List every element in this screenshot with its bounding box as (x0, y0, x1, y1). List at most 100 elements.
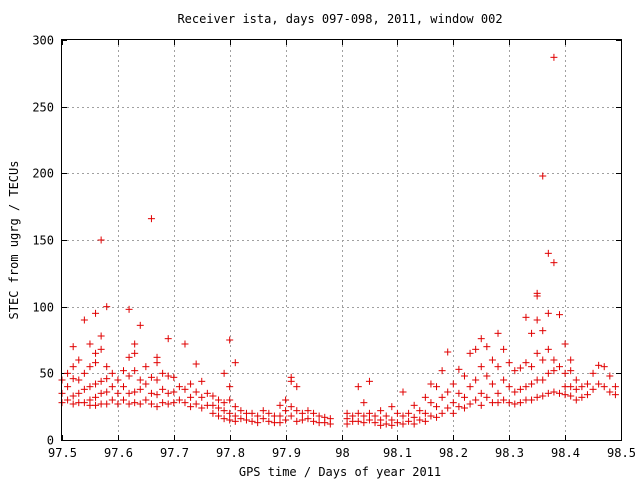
x-tick-label: 97.9 (272, 446, 301, 460)
data-point (103, 400, 111, 408)
data-point (539, 356, 547, 364)
data-point (500, 345, 508, 353)
data-point (511, 367, 519, 375)
data-point (533, 349, 541, 357)
data-point (226, 383, 234, 391)
data-point (405, 417, 413, 425)
data-point (472, 345, 480, 353)
data-point (159, 369, 167, 377)
x-axis-ticks: 97.5 97.6 97.7 97.8 97.9 98 98.1 98.2 98.3 98.4 98… (48, 40, 636, 460)
data-point (466, 383, 474, 391)
data-point (483, 393, 491, 401)
data-point (583, 391, 591, 399)
data-point (170, 388, 178, 396)
data-point (533, 292, 541, 300)
data-point (237, 415, 245, 423)
data-point (572, 396, 580, 404)
data-point (97, 377, 105, 385)
data-point (488, 356, 496, 364)
data-point (500, 396, 508, 404)
data-point (242, 416, 250, 424)
data-point (365, 377, 373, 385)
data-point (561, 391, 569, 399)
data-point (259, 415, 267, 423)
data-point (315, 412, 323, 420)
data-point (455, 365, 463, 373)
y-tick-label: 150 (32, 234, 54, 248)
data-point (125, 400, 133, 408)
data-point (164, 400, 172, 408)
data-point (282, 416, 290, 424)
data-point (276, 412, 284, 420)
data-point (371, 412, 379, 420)
data-point (371, 419, 379, 427)
data-point (433, 383, 441, 391)
data-point (399, 412, 407, 420)
data-point (181, 399, 189, 407)
data-point (64, 383, 72, 391)
data-point (92, 349, 100, 357)
data-point (92, 359, 100, 367)
data-point (360, 412, 368, 420)
data-point (544, 389, 552, 397)
data-point (550, 356, 558, 364)
data-point (477, 401, 485, 409)
x-tick-label: 98 (335, 446, 349, 460)
data-point (237, 407, 245, 415)
data-point (103, 375, 111, 383)
data-point (248, 409, 256, 417)
data-point (203, 389, 211, 397)
data-point (539, 172, 547, 180)
data-point (192, 400, 200, 408)
data-point (254, 412, 262, 420)
data-point (147, 389, 155, 397)
data-point (427, 412, 435, 420)
data-point (114, 400, 122, 408)
data-point (494, 389, 502, 397)
data-point (265, 417, 273, 425)
data-point (516, 399, 524, 407)
data-point (86, 363, 94, 371)
y-axis-label: STEC from ugrg / TECUs (7, 161, 21, 320)
data-point (215, 396, 223, 404)
data-point (477, 363, 485, 371)
data-point (572, 376, 580, 384)
data-point (388, 403, 396, 411)
data-point (220, 415, 228, 423)
data-point (550, 53, 558, 61)
data-point (578, 383, 586, 391)
data-point (119, 383, 127, 391)
data-point (539, 327, 547, 335)
data-point (69, 363, 77, 371)
data-point (181, 340, 189, 348)
data-point (399, 420, 407, 428)
data-point (215, 404, 223, 412)
data-point (114, 376, 122, 384)
data-point (528, 380, 536, 388)
data-point (421, 417, 429, 425)
data-point (494, 363, 502, 371)
data-point (215, 412, 223, 420)
data-point (360, 399, 368, 407)
data-point (310, 409, 318, 417)
x-tick-label: 97.8 (216, 446, 245, 460)
data-point (449, 399, 457, 407)
data-point (393, 409, 401, 417)
data-point (494, 399, 502, 407)
data-point (147, 400, 155, 408)
data-point (209, 392, 217, 400)
data-point (108, 383, 116, 391)
data-point (198, 377, 206, 385)
data-point (382, 412, 390, 420)
data-point (92, 401, 100, 409)
data-point (505, 383, 513, 391)
data-point (226, 396, 234, 404)
data-point (567, 392, 575, 400)
data-point (533, 393, 541, 401)
data-point (310, 417, 318, 425)
data-point (494, 329, 502, 337)
data-point (108, 369, 116, 377)
data-point (377, 407, 385, 415)
data-point (119, 396, 127, 404)
data-point (539, 392, 547, 400)
